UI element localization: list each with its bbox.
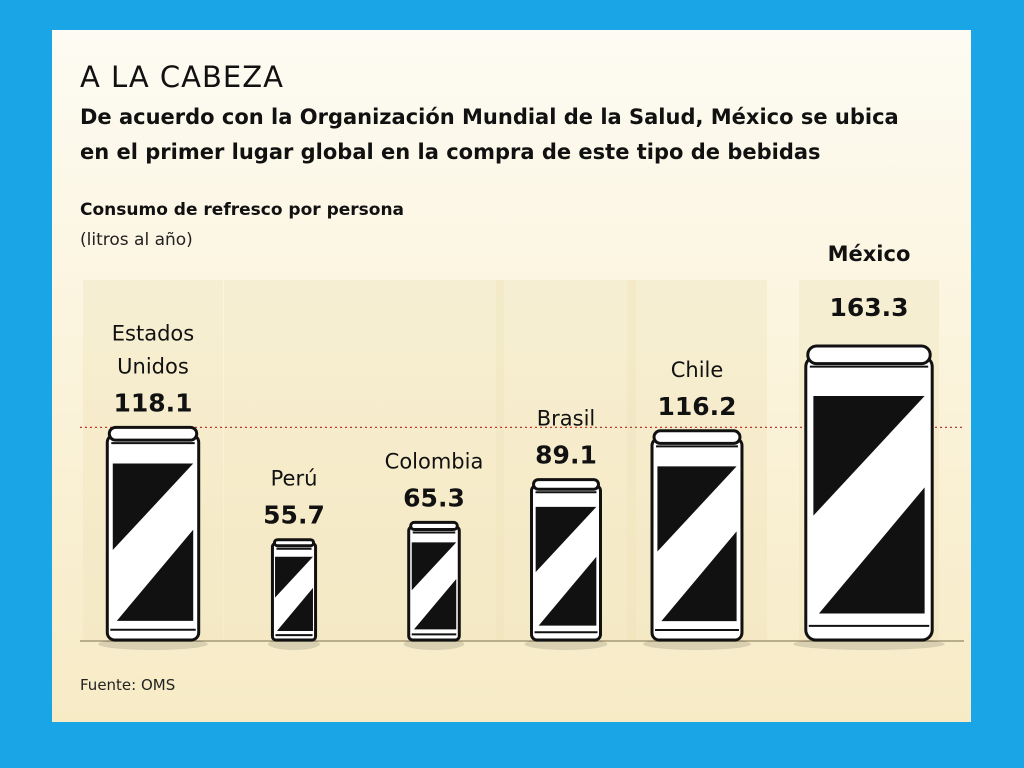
can-stripe-lower <box>661 531 737 622</box>
category-label: Chile <box>671 358 724 382</box>
soda-can-1 <box>98 425 208 650</box>
value-label: 118.1 <box>113 388 192 417</box>
value-label: 163.3 <box>829 293 908 322</box>
subtitle-line-2: en el primer lugar global en la compra d… <box>80 140 821 164</box>
can-stripe-upper <box>275 556 313 598</box>
subtitle-line-1: De acuerdo con la Organización Mundial d… <box>80 105 899 129</box>
can-stripe-lower <box>818 487 925 614</box>
source-note: Fuente: OMS <box>80 676 176 694</box>
soda-can-6 <box>793 344 945 650</box>
soda-can-4 <box>524 478 608 650</box>
can-stripe-lower <box>538 556 597 626</box>
value-label: 116.2 <box>657 392 736 421</box>
infographic-panel: 118.1 Estados Unidos 55.7 Perú 65.3 Colombia 89… <box>52 30 971 722</box>
chart-unit-sublabel: (litros al año) <box>80 230 193 250</box>
category-label: Colombia <box>385 449 484 473</box>
can-rim <box>532 478 600 491</box>
can-rim <box>409 520 459 531</box>
chart-unit-label: Consumo de refresco por persona <box>80 200 405 220</box>
soda-can-2 <box>268 538 320 650</box>
can-rim <box>107 425 199 442</box>
category-label: México <box>828 242 911 266</box>
can-stripe-lower <box>276 587 313 631</box>
category-label: Brasil <box>537 407 596 431</box>
value-label: 55.7 <box>263 501 325 530</box>
can-rim <box>806 344 932 366</box>
category-label: Estados <box>112 321 194 345</box>
can-rim <box>272 538 316 548</box>
infographic-title: A LA CABEZA <box>80 60 284 94</box>
value-label: 65.3 <box>403 483 465 512</box>
soda-can-5 <box>643 429 751 650</box>
soda-can-3 <box>403 520 465 650</box>
can-stripe-upper <box>657 466 737 552</box>
can-rim <box>652 429 742 445</box>
can-stripe-lower <box>413 578 457 630</box>
soda-can-chart: 118.1 Estados Unidos 55.7 Perú 65.3 Colombia 89… <box>80 242 964 650</box>
can-stripe-upper <box>411 542 457 591</box>
category-label: Unidos <box>117 354 189 378</box>
can-stripe-lower <box>116 529 194 621</box>
can-stripe-upper <box>813 395 925 516</box>
category-label: Perú <box>271 467 318 491</box>
value-label: 89.1 <box>535 441 597 470</box>
